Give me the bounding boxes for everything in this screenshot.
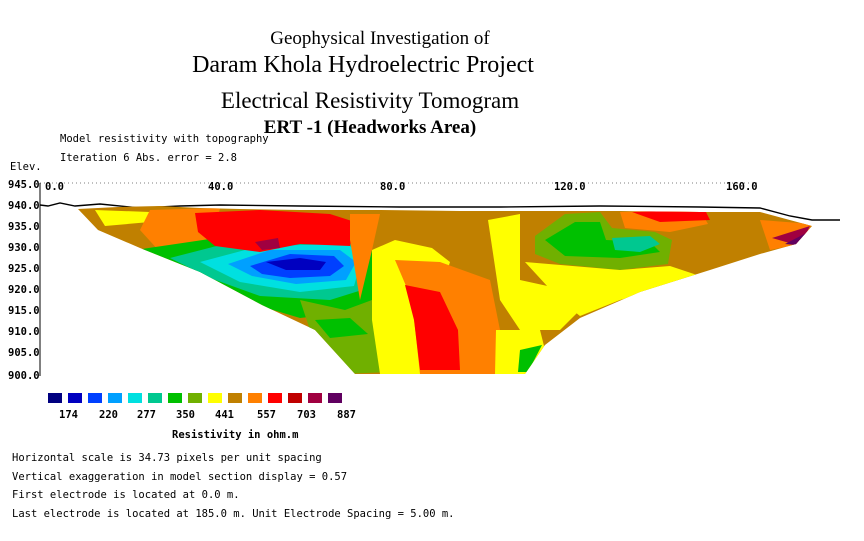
legend-value: 887	[337, 409, 356, 421]
legend-values: 174 220 277 350 441 557 703 887	[59, 409, 356, 421]
legend-swatch	[88, 393, 102, 403]
elev-tick: 940.0	[8, 200, 40, 212]
model-note: Model resistivity with topography	[60, 133, 269, 145]
legend-swatch	[228, 393, 242, 403]
topography-line	[39, 202, 840, 221]
legend-swatch	[148, 393, 162, 403]
elev-tick: 920.0	[8, 284, 40, 296]
legend-swatch	[68, 393, 82, 403]
legend-value: 277	[137, 409, 156, 421]
legend-colorbar	[48, 393, 342, 403]
title-tomogram: Electrical Resistivity Tomogram	[220, 88, 520, 113]
first-electrode-note: First electrode is located at 0.0 m.	[12, 489, 240, 501]
elevation-axis: 945.0 940.0 935.0 930.0 925.0 920.0 915.…	[8, 179, 41, 382]
distance-tick: 80.0	[380, 181, 405, 193]
elev-tick: 905.0	[8, 347, 40, 359]
distance-tick: 40.0	[208, 181, 233, 193]
legend-swatch	[268, 393, 282, 403]
last-electrode-note: Last electrode is located at 185.0 m. Un…	[12, 508, 455, 520]
legend-swatch	[168, 393, 182, 403]
elev-tick: 900.0	[8, 370, 40, 382]
legend-swatch	[308, 393, 322, 403]
elev-tick: 925.0	[8, 263, 40, 275]
legend-value: 350	[176, 409, 195, 421]
horizontal-scale-note: Horizontal scale is 34.73 pixels per uni…	[12, 452, 322, 464]
legend-swatch	[128, 393, 142, 403]
legend-swatch	[208, 393, 222, 403]
vertical-exaggeration-note: Vertical exaggeration in model section d…	[12, 471, 348, 483]
title-profile: ERT -1 (Headworks Area)	[263, 117, 477, 138]
legend-value: 174	[59, 409, 78, 421]
elev-tick: 915.0	[8, 305, 40, 317]
elev-tick: 945.0	[8, 179, 40, 191]
title-survey: Geophysical Investigation of	[270, 28, 490, 49]
legend-swatch	[188, 393, 202, 403]
elev-tick: 935.0	[8, 221, 40, 233]
legend-value: 441	[215, 409, 234, 421]
distance-tick: 0.0	[45, 181, 64, 193]
distance-tick: 160.0	[726, 181, 758, 193]
legend-value: 220	[99, 409, 118, 421]
legend-swatch	[328, 393, 342, 403]
legend-swatch	[288, 393, 302, 403]
legend-swatch	[48, 393, 62, 403]
elev-tick: 910.0	[8, 326, 40, 338]
distance-tick: 120.0	[554, 181, 586, 193]
legend-value: 703	[297, 409, 316, 421]
distance-axis: 0.0 40.0 80.0 120.0 160.0	[40, 181, 760, 193]
legend-value: 557	[257, 409, 276, 421]
elevation-label: Elev.	[10, 161, 42, 173]
legend-title: Resistivity in ohm.m	[172, 429, 298, 441]
title-project: Daram Khola Hydroelectric Project	[192, 52, 534, 78]
legend-swatch	[108, 393, 122, 403]
elev-tick: 930.0	[8, 242, 40, 254]
resistivity-section	[78, 206, 812, 374]
iteration-note: Iteration 6 Abs. error = 2.8	[60, 152, 238, 164]
legend-swatch	[248, 393, 262, 403]
